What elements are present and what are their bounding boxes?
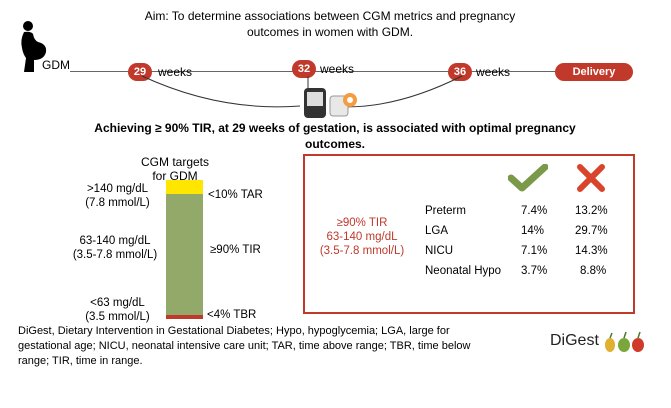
timepoint-36-badge: 36: [448, 63, 472, 81]
outcome-label: LGA: [425, 225, 449, 237]
timepoint-36-weeks: weeks: [476, 65, 511, 79]
headline: Achieving ≥ 90% TIR, at 29 weeks of gest…: [55, 120, 615, 152]
tir-condition: ≥90% TIR 63-140 mg/dL (3.5-7.8 mmol/L): [312, 216, 412, 258]
outcome-achieved: 14%: [521, 225, 545, 237]
timepoint-32-badge: 32: [292, 60, 316, 78]
outcome-achieved: 7.4%: [521, 205, 548, 217]
aim-line-2: outcomes in women with GDM.: [246, 25, 414, 39]
high-threshold-mgdl: >140 mg/dL: [86, 183, 149, 195]
footnote: DiGest, Dietary Intervention in Gestatio…: [18, 324, 538, 369]
outcome-achieved: 7.1%: [521, 245, 548, 257]
tbr-target: <4% TBR: [207, 309, 257, 321]
outcome-label: Neonatal Hypo: [425, 265, 502, 277]
pregnant-woman-icon: [21, 21, 47, 72]
range-mmol: (3.5-7.8 mmol/L): [72, 249, 158, 261]
outcome-label: Preterm: [425, 205, 466, 217]
tir-condition-1: ≥90% TIR: [336, 217, 388, 229]
cgm-targets-title: CGM targets for GDM: [130, 155, 220, 183]
low-threshold-mgdl: <63 mg/dL: [90, 297, 145, 309]
cross-icon: [577, 164, 605, 192]
outcome-achieved: 3.7%: [521, 265, 548, 277]
fruit-icons: [605, 331, 644, 352]
tir-target: ≥90% TIR: [210, 244, 261, 256]
tir-condition-3: (3.5-7.8 mmol/L): [319, 245, 405, 257]
outcome-not-achieved: 14.3%: [575, 245, 608, 257]
low-threshold-mmol: (3.5 mmol/L): [85, 311, 150, 323]
range-mgdl: 63-140 mg/dL: [79, 235, 151, 247]
digest-logo: DiGest: [550, 332, 599, 349]
high-threshold-mmol: (7.8 mmol/L): [85, 197, 150, 209]
tar-target: <10% TAR: [208, 189, 263, 201]
footnote-line-1: DiGest, Dietary Intervention in Gestatio…: [18, 325, 450, 337]
outcome-label: NICU: [425, 245, 454, 257]
headline-line-1: Achieving ≥ 90% TIR, at 29 weeks of gest…: [94, 121, 576, 135]
cgm-device-icon: [304, 88, 357, 118]
timepoint-32-weeks: weeks: [320, 62, 355, 76]
tir-condition-2: 63-140 mg/dL: [326, 231, 398, 243]
timeline-line: [70, 71, 610, 72]
timepoint-29-badge: 29: [128, 63, 152, 81]
cgm-targets-title-2: for GDM: [152, 169, 198, 183]
footnote-line-2: gestational age; NICU, neonatal intensiv…: [18, 340, 471, 352]
footnote-line-3: range; TIR, time in range.: [18, 355, 143, 367]
outcome-not-achieved: 13.2%: [575, 205, 608, 217]
cgm-bar-below-range: [166, 315, 203, 319]
gdm-label: GDM: [42, 58, 70, 72]
headline-line-2: outcomes.: [304, 137, 365, 151]
cgm-bar-above-range: [166, 180, 203, 194]
aim-line-1: Aim: To determine associations between C…: [144, 9, 516, 23]
timepoint-29-weeks: weeks: [158, 65, 193, 79]
outcomes-box: [303, 154, 635, 314]
low-threshold-label: <63 mg/dL (3.5 mmol/L): [70, 296, 165, 324]
high-threshold-label: >140 mg/dL (7.8 mmol/L): [70, 182, 165, 210]
check-icon: [508, 164, 548, 192]
aim-text: Aim: To determine associations between C…: [120, 8, 540, 40]
outcome-not-achieved: 8.8%: [580, 265, 607, 277]
cgm-target-bar: [166, 180, 203, 318]
outcome-not-achieved: 29.7%: [575, 225, 608, 237]
delivery-badge: Delivery: [555, 63, 633, 81]
cgm-targets-title-1: CGM targets: [140, 155, 209, 169]
range-label: 63-140 mg/dL (3.5-7.8 mmol/L): [64, 234, 166, 262]
